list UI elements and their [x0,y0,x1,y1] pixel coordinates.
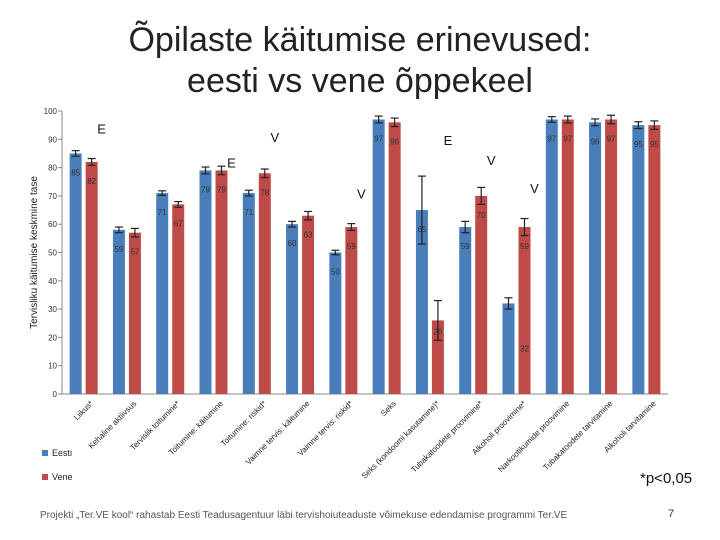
bar-vene [302,215,315,394]
legend-label-eesti: Eesti [52,448,72,458]
bar-eesti [632,125,645,395]
x-tick-label: Tubakatoodete tarvitamine [541,399,615,473]
data-label-extra: 32 [520,345,529,354]
data-label: 59 [114,245,123,254]
data-label: 82 [87,177,96,186]
data-label: 95 [650,140,659,149]
bar-eesti [589,122,602,394]
significance-annotation: E [97,122,106,137]
significance-annotation: V [270,130,279,145]
legend-swatch-vene [42,474,48,480]
y-axis-label: Tervisliku käitumise keskmine tase [29,176,40,329]
y-tick-label: 0 [53,390,58,399]
legend-swatch-eesti [42,450,48,456]
data-label: 96 [390,137,399,146]
bar-vene [475,195,488,394]
bar-vene [648,125,661,395]
significance-annotation: V [487,153,496,168]
data-label: 70 [477,211,486,220]
data-label: 85 [71,168,80,177]
bar-vene [128,232,141,394]
bar-vene [605,119,618,395]
bar-eesti [286,224,299,394]
bar-eesti [372,119,385,395]
data-label: 97 [607,134,616,143]
data-label: 63 [304,231,313,240]
significance-annotation: V [357,187,366,202]
y-tick-label: 30 [48,305,57,314]
bar-eesti [69,153,82,394]
legend-label-vene: Vene [52,472,73,482]
y-tick-label: 70 [48,192,57,201]
data-label: 60 [288,239,297,248]
data-label: 97 [563,134,572,143]
bar-vene [215,170,228,394]
y-tick-label: 100 [44,107,58,116]
x-tick-label: Liikus* [72,399,95,422]
y-tick-label: 60 [48,220,57,229]
x-tick-label: Seks [379,399,398,418]
bar-vene [172,204,185,394]
y-tick-label: 90 [48,135,57,144]
data-label: 79 [201,185,210,194]
data-label: 97 [547,134,556,143]
bar-vene [561,119,574,395]
data-label: 96 [591,137,600,146]
data-label: 26 [433,327,442,336]
chart-title-line-1: Õpilaste käitumise erinevused: [128,21,592,59]
x-tick-label: Tubakatoodete proovimine* [409,399,484,474]
bar-vene [518,227,531,394]
data-label: 59 [461,242,470,251]
bar-eesti [242,193,255,394]
significance-note: *p<0,05 [640,470,693,487]
bar-vene [85,161,98,394]
data-label: 79 [217,185,226,194]
significance-annotation: E [444,133,453,148]
footer-text: Projekti „Ter.VE kool“ rahastab Eesti Te… [40,510,568,521]
chart-title-line-2: eesti vs vene õppekeel [187,62,533,100]
bar-vene [345,227,358,394]
bar-eesti [415,210,428,394]
x-tick-label: Seks (kondoomi kasutamine)* [360,399,442,481]
page-number: 7 [668,508,675,520]
bar-eesti [502,303,515,394]
data-label: 59 [347,242,356,251]
y-tick-label: 20 [48,333,57,342]
y-tick-label: 50 [48,249,57,258]
bar-eesti [459,227,472,394]
x-tick-label: Toitumine: riskid* [219,399,268,448]
bar-eesti [112,229,125,394]
data-label: 59 [520,242,529,251]
data-label: 78 [260,188,269,197]
bar-vene [258,173,271,394]
data-label: 65 [417,225,426,234]
x-tick-label: Narkootikumide proovimine [496,399,571,474]
chart-title: Õpilaste käitumise erinevused: eesti vs … [0,20,720,102]
bar-eesti [199,170,212,394]
bar-eesti [329,252,342,394]
bar-vene [388,122,401,394]
data-label: 97 [374,134,383,143]
y-tick-label: 80 [48,164,57,173]
data-label: 71 [244,208,253,217]
significance-annotation: V [530,181,539,196]
bar-eesti [156,193,169,394]
significance-annotation: E [227,156,236,171]
data-label: 57 [130,248,139,257]
y-tick-label: 10 [48,362,57,371]
data-label: 71 [158,208,167,217]
data-label: 95 [634,140,643,149]
data-label: 50 [331,268,340,277]
y-tick-label: 40 [48,277,57,286]
bar-eesti [545,119,558,395]
data-label: 67 [174,219,183,228]
bar-vene [431,320,444,394]
